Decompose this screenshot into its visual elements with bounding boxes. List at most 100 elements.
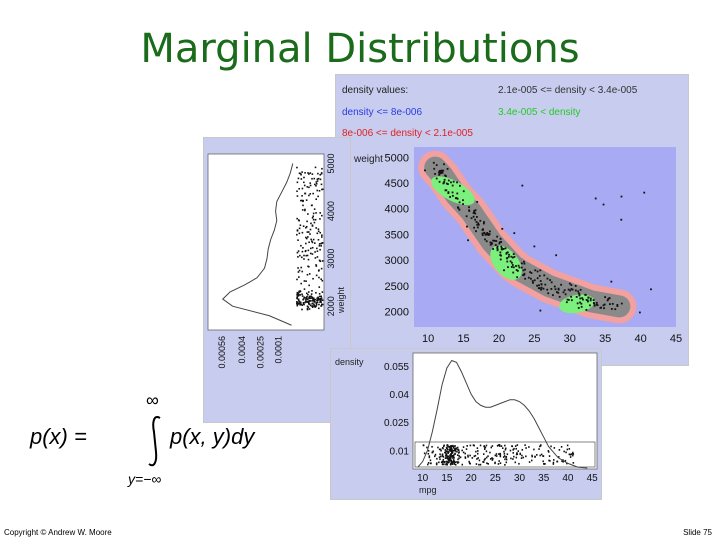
rug-point (477, 457, 479, 459)
sample-point (483, 232, 486, 234)
sample-point (486, 233, 489, 236)
rug-point (450, 452, 453, 454)
x-tick-label: 20 (466, 473, 478, 484)
rug-point (498, 444, 501, 446)
rug-point (311, 253, 314, 255)
rug-point (320, 299, 322, 301)
sample-point (475, 221, 478, 223)
rug-point (304, 208, 306, 211)
rug-point (301, 304, 304, 306)
x-tick-label: 40 (562, 473, 574, 484)
mpg-density-line (417, 359, 588, 469)
rug-point (298, 302, 301, 305)
rug-point (563, 450, 565, 453)
rug-point (308, 273, 311, 275)
rug-point (568, 453, 571, 456)
rug-point (297, 250, 300, 252)
rug-point (494, 454, 497, 457)
rug-point (296, 190, 298, 193)
sample-point (554, 288, 557, 291)
rug-point (306, 236, 309, 238)
rug-point (568, 447, 571, 450)
rug-point (297, 302, 300, 305)
rug-point (296, 229, 299, 231)
rug-point (311, 204, 313, 207)
sample-point (505, 252, 508, 255)
rug-point (516, 444, 519, 446)
sample-point (534, 269, 537, 272)
rug-point (318, 243, 321, 245)
rug-point (318, 303, 320, 306)
rug-point (311, 298, 314, 300)
sample-point (574, 289, 577, 292)
sample-point (524, 277, 527, 280)
rug-point (572, 451, 574, 454)
sample-point (580, 302, 583, 305)
rug-point (539, 445, 541, 448)
sample-point (443, 178, 446, 181)
rug-point (320, 267, 323, 270)
rug-point (321, 303, 324, 306)
density-high-region (431, 176, 475, 206)
sample-point (531, 280, 534, 282)
sample-point (473, 226, 476, 229)
rug-point (458, 455, 460, 457)
rug-point (308, 284, 310, 287)
sample-point (511, 256, 514, 259)
rug-point (553, 447, 556, 449)
sample-point (563, 289, 566, 292)
rug-point (312, 192, 314, 195)
rug-point (464, 456, 467, 458)
rug-point (301, 293, 303, 296)
rug-point (506, 453, 509, 456)
sample-point (498, 242, 501, 245)
sample-point (523, 272, 526, 275)
rug-point (307, 306, 310, 309)
rug-point (299, 224, 302, 227)
sample-point (579, 301, 581, 304)
rug-point (305, 226, 307, 229)
rug-point (314, 251, 316, 253)
rug-point (447, 451, 450, 453)
rug-point (448, 461, 450, 464)
rug-point (504, 458, 506, 461)
sample-point (571, 288, 574, 291)
rug-point (450, 463, 452, 465)
rug-point (441, 455, 444, 457)
rug-point (513, 447, 515, 450)
rug-point (315, 302, 318, 305)
rug-point (560, 445, 563, 448)
rug-point (296, 166, 298, 169)
sample-point (532, 281, 534, 284)
rug-point (467, 454, 469, 457)
rug-point (505, 461, 508, 464)
rug-point (504, 444, 506, 447)
rug-point (499, 462, 502, 464)
rug-point (572, 453, 575, 455)
rug-point (298, 291, 300, 293)
y-tick-label: 4500 (385, 178, 409, 190)
sample-point (542, 287, 545, 290)
sample-point (650, 288, 652, 291)
rug-point (468, 460, 470, 463)
rug-point (519, 452, 521, 455)
rug-point (454, 447, 457, 450)
legend-item-mid-high: 2.1e-005 <= density < 3.4e-005 (498, 85, 638, 96)
sample-point (536, 277, 539, 280)
sample-point (603, 303, 606, 306)
sample-point (442, 182, 445, 185)
sample-point (510, 266, 513, 268)
rug-point (512, 451, 514, 454)
rug-point (315, 198, 318, 201)
rug-point (552, 461, 555, 464)
rug-point (305, 299, 307, 301)
sample-point (522, 274, 524, 277)
rug-point (303, 184, 306, 187)
rug-point (309, 172, 312, 174)
sample-point (447, 191, 450, 194)
rug-point (483, 459, 486, 461)
rug-point (499, 455, 502, 458)
x-tick-label: 45 (670, 333, 682, 345)
rug-point (558, 449, 561, 451)
rug-point (448, 456, 451, 459)
